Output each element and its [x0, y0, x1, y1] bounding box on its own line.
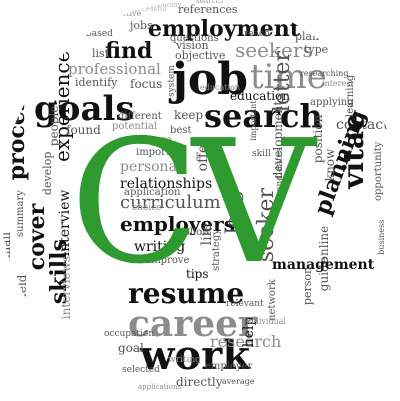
- cloud-word-w45: resume: [128, 277, 245, 310]
- cloud-word-w14: job: [172, 54, 249, 105]
- cloud-word-w34: employers: [120, 212, 235, 236]
- cloud-word-w52: average: [222, 377, 255, 386]
- cloud-word-w62: know: [323, 148, 337, 182]
- cloud-word-w13: professional: [68, 60, 161, 78]
- cloud-word-w26: best: [170, 125, 192, 136]
- cloud-word-w92: interest: [322, 79, 354, 88]
- cloud-word-w10: plan: [295, 30, 320, 43]
- cloud-word-w76: choose: [140, 135, 172, 145]
- cloud-word-w32: relationships: [120, 176, 213, 192]
- cloud-word-w94: questions: [170, 33, 219, 44]
- cloud-word-w87: selected: [122, 365, 160, 375]
- cloud-word-w05: economy: [150, 1, 182, 9]
- cloud-word-w24: applying: [310, 97, 354, 108]
- cloud-word-w39: cover: [24, 203, 50, 271]
- cloud-word-w03: sources: [196, 0, 224, 5]
- cloud-word-w67: opportunity: [373, 141, 384, 201]
- cloud-word-w88: writing: [168, 355, 201, 365]
- cloud-word-w89: system: [167, 65, 177, 97]
- cloud-word-w33: curriculum: [120, 192, 221, 213]
- cloud-word-w93: business: [377, 219, 386, 255]
- cv-hero-word: CV: [70, 104, 315, 302]
- cloud-word-w48: research: [210, 332, 282, 351]
- cloud-word-w36: develop: [41, 151, 54, 196]
- cloud-word-w98: application: [124, 187, 181, 198]
- cloud-word-w15: time: [250, 57, 327, 97]
- cloud-word-w16: goals: [34, 89, 135, 129]
- cloud-word-w07: vision: [176, 39, 209, 52]
- cloud-word-w06: find: [105, 38, 153, 64]
- cloud-word-w49: goal: [118, 341, 144, 355]
- cloud-word-w65: management: [272, 257, 375, 273]
- cloud-word-w47: work: [140, 332, 250, 379]
- cloud-word-w44: tips: [186, 267, 209, 281]
- cloud-word-w21: keep: [174, 108, 204, 122]
- cloud-word-w20: search: [204, 97, 323, 135]
- cloud-word-w84: subject: [138, 137, 168, 146]
- cloud-word-w38: email: [0, 231, 13, 266]
- cloud-word-w86: individual: [246, 317, 287, 326]
- cloud-word-w75: improve: [148, 255, 190, 266]
- cloud-word-w74: found: [66, 123, 101, 137]
- cloud-word-w23: potential: [112, 121, 158, 132]
- cloud-word-w72: applications: [138, 383, 182, 391]
- cloud-word-w31: personal: [120, 159, 182, 175]
- cloud-word-w85: relevant: [226, 299, 264, 309]
- cloud-word-w82: skill: [252, 149, 271, 159]
- cloud-word-w04: jobs: [130, 19, 153, 32]
- cloud-word-w19: education: [230, 89, 290, 103]
- cloud-word-w51: directly: [176, 375, 223, 389]
- cloud-word-w97: choice: [132, 203, 162, 213]
- cloud-word-w41: field: [15, 274, 29, 302]
- cloud-word-w81: education: [200, 83, 240, 92]
- cloud-word-w59: letter: [270, 50, 295, 113]
- cloud-word-w35: writing: [134, 239, 186, 255]
- cloud-word-w29: people: [47, 105, 61, 147]
- cloud-word-w17: identify: [75, 76, 118, 89]
- cloud-word-w30: important: [136, 147, 187, 158]
- cloud-word-w77: follow: [180, 227, 211, 238]
- cloud-word-w01: employment: [148, 16, 300, 42]
- cloud-word-w83: based: [86, 29, 113, 39]
- cloud-word-w73: action: [11, 91, 22, 123]
- cloud-word-w02: references: [178, 3, 238, 16]
- cloud-word-w09: seekers: [235, 38, 313, 62]
- cloud-word-w60: vitae: [337, 113, 370, 189]
- cloud-word-w96: occupation: [104, 329, 155, 339]
- cloud-word-w90: researching: [300, 69, 349, 78]
- cloud-word-w12: list: [92, 47, 110, 60]
- cloud-word-w91: reach: [244, 29, 270, 39]
- cloud-word-w22: different: [118, 111, 162, 122]
- cloud-word-w46: career: [128, 303, 257, 345]
- cloud-word-w27: process: [4, 86, 30, 181]
- cloud-word-w11: type: [304, 43, 329, 56]
- cloud-word-w79: successful: [130, 5, 167, 13]
- cloud-word-w25: contact: [336, 117, 389, 133]
- cloud-word-w18: focus: [130, 77, 163, 91]
- cloud-word-w50: employer: [205, 361, 253, 372]
- cloud-word-w08: objective: [175, 49, 226, 62]
